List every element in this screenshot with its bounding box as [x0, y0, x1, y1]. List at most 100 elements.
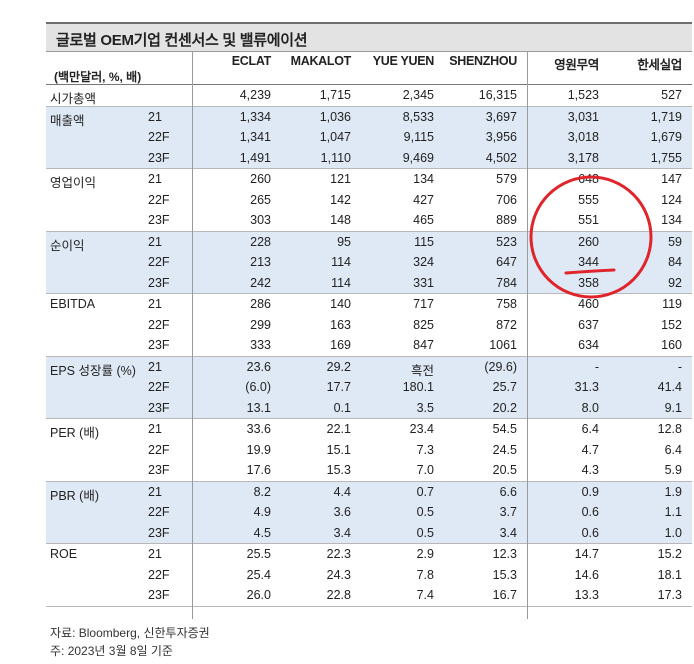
year-label: 22F	[148, 380, 170, 394]
value-cell: 3,956	[485, 130, 517, 144]
metric-label: 순이익	[50, 238, 85, 253]
table-body: 시가총액 4,239 1,715 2,345 16,315 1,523 527 매출액 21 1,…	[46, 85, 692, 607]
value-cell: 344	[578, 255, 599, 269]
metric-label: ROE	[50, 547, 78, 561]
value-cell: 148	[330, 213, 351, 227]
table-row: EPS 성장률 (%) 21 23.6 29.2 흑전 (29.6) - -	[46, 357, 692, 378]
year-label: 23F	[148, 213, 170, 227]
table-row: 22F 299 163 825 872 637 152	[46, 315, 692, 336]
value-cell: 23.4	[409, 422, 434, 436]
table-row: 순이익 21 228 95 115 523 260 59	[46, 232, 692, 253]
table-row: 23F 303 148 465 889 551 134	[46, 210, 692, 231]
table-row: 22F 213 114 324 647 344 84	[46, 252, 692, 273]
metric-group: 순이익 21 228 95 115 523 260 59 22F 213 114 324 647 344 8…	[46, 231, 692, 294]
table-row: EBITDA 21 286 140 717 758 460 119	[46, 294, 692, 315]
table-row: PBR (배) 21 8.2 4.4 0.7 6.6 0.9 1.9	[46, 482, 692, 503]
table-row: 22F (6.0) 17.7 180.1 25.7 31.3 41.4	[46, 377, 692, 398]
year-label: 21	[148, 547, 162, 561]
value-cell: 7.3	[416, 442, 434, 457]
year-label: 21	[148, 297, 162, 311]
value-cell: 1,679	[650, 130, 682, 144]
value-cell: 333	[250, 338, 271, 352]
value-cell: 1.0	[664, 525, 682, 540]
value-cell: 3,018	[567, 130, 599, 144]
metric-label: EPS 성장률 (%)	[50, 363, 136, 378]
table-row: 23F 1,491 1,110 9,469 4,502 3,178 1,755	[46, 148, 692, 169]
value-cell: 119	[662, 297, 682, 311]
value-cell: 14.6	[574, 567, 599, 582]
value-cell: 41.4	[657, 380, 682, 394]
value-cell: 121	[330, 172, 351, 186]
value-cell: 4.9	[253, 505, 271, 519]
value-cell: 324	[413, 255, 434, 269]
value-cell: 1,523	[567, 88, 599, 102]
value-cell: 24.5	[492, 442, 517, 457]
value-cell: 3.4	[499, 525, 517, 540]
value-cell: 12.8	[657, 422, 682, 436]
table-row: 매출액 21 1,334 1,036 8,533 3,697 3,031 1,719	[46, 107, 692, 128]
value-cell: 551	[578, 213, 599, 227]
value-cell: 152	[661, 317, 682, 332]
value-cell: 15.3	[492, 567, 517, 582]
value-cell: 22.8	[326, 588, 351, 602]
value-cell: 9,115	[403, 130, 434, 144]
value-cell: 54.5	[492, 422, 517, 436]
value-cell: 3.7	[499, 505, 517, 519]
value-cell: 303	[250, 213, 271, 227]
metric-label: PBR (배)	[50, 488, 100, 503]
value-cell: 2.9	[416, 547, 434, 561]
value-cell: 1061	[489, 338, 517, 352]
metric-group: 매출액 21 1,334 1,036 8,533 3,697 3,031 1,719 22F 1,…	[46, 106, 692, 169]
value-cell: 4.7	[581, 442, 599, 457]
value-cell: 889	[496, 213, 517, 227]
year-label: 23F	[148, 400, 170, 415]
value-cell: -	[677, 359, 682, 374]
value-cell: 758	[496, 297, 517, 311]
value-cell: 260	[578, 234, 599, 249]
value-cell: 7.4	[416, 588, 434, 602]
value-cell: 527	[661, 88, 682, 102]
value-cell: 648	[578, 172, 599, 186]
value-cell: 23.6	[246, 359, 271, 374]
value-cell: 160	[661, 338, 682, 352]
value-cell: 8.0	[581, 400, 599, 415]
value-cell: 1,110	[320, 150, 351, 165]
value-cell: (6.0)	[245, 380, 271, 394]
column-header: SHENZHOU	[449, 54, 517, 68]
value-cell: 717	[413, 297, 434, 311]
value-cell: 13.3	[574, 588, 599, 602]
year-label: 23F	[148, 463, 170, 477]
value-cell: 1.1	[664, 505, 682, 519]
column-header: ECLAT	[231, 54, 272, 68]
metric-group: PER (배) 21 33.6 22.1 23.4 54.5 6.4 12.8 22F 19.9 1…	[46, 419, 692, 482]
value-cell: 16.7	[492, 588, 517, 602]
value-cell: 3.4	[333, 525, 351, 540]
value-cell: 2,345	[402, 88, 434, 102]
value-cell: 142	[330, 192, 351, 207]
value-cell: 0.6	[581, 505, 599, 519]
value-cell: 29.2	[326, 359, 351, 374]
table-row: 23F 26.0 22.8 7.4 16.7 13.3 17.3	[46, 585, 692, 606]
value-cell: 6.4	[581, 422, 599, 436]
value-cell: 95	[337, 234, 351, 249]
value-cell: 1,755	[650, 150, 682, 165]
date-note: 주: 2023년 3월 8일 기준	[50, 644, 173, 658]
metric-group: 영업이익 21 260 121 134 579 648 147 22F 265 142 427 706 5…	[46, 169, 692, 232]
value-cell: 555	[578, 192, 599, 207]
value-cell: 17.3	[657, 588, 682, 602]
value-cell: 20.2	[492, 400, 517, 415]
table-row: ROE 21 25.5 22.3 2.9 12.3 14.7 15.2	[46, 544, 692, 565]
value-cell: 5.9	[664, 463, 682, 477]
year-label: 22F	[148, 505, 170, 519]
value-cell: 427	[413, 192, 434, 207]
value-cell: 1,719	[650, 109, 682, 124]
value-cell: 22.1	[326, 422, 351, 436]
table-row: 23F 333 169 847 1061 634 160	[46, 335, 692, 356]
value-cell: (29.6)	[484, 359, 517, 374]
value-cell: 0.5	[416, 505, 434, 519]
value-cell: 1.9	[664, 484, 682, 499]
metric-group: EPS 성장률 (%) 21 23.6 29.2 흑전 (29.6) - - 22F (6.0) 1…	[46, 356, 692, 419]
year-label: 22F	[148, 192, 170, 207]
value-cell: 134	[661, 213, 682, 227]
table-row: 영업이익 21 260 121 134 579 648 147	[46, 169, 692, 190]
